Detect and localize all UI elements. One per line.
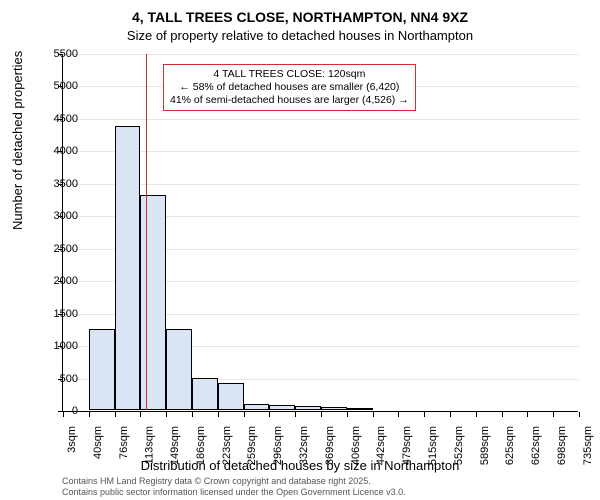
- footnote-line-1: Contains HM Land Registry data © Crown c…: [62, 476, 406, 487]
- ytick-label: 2000: [38, 275, 78, 287]
- xtick-mark: [424, 412, 425, 417]
- footnote: Contains HM Land Registry data © Crown c…: [62, 476, 406, 498]
- histogram-bar: [89, 329, 115, 410]
- xtick-mark: [166, 412, 167, 417]
- xtick-mark: [398, 412, 399, 417]
- histogram-bar: [192, 378, 218, 410]
- ytick-label: 0: [38, 405, 78, 417]
- annotation-box: 4 TALL TREES CLOSE: 120sqm← 58% of detac…: [163, 64, 416, 111]
- xtick-mark: [553, 412, 554, 417]
- ytick-label: 5000: [38, 80, 78, 92]
- reference-line: [146, 54, 147, 410]
- annotation-line: 41% of semi-detached houses are larger (…: [170, 94, 409, 107]
- y-axis-label: Number of detached properties: [10, 51, 25, 230]
- xtick-mark: [192, 412, 193, 417]
- histogram-bar: [140, 195, 166, 410]
- xtick-mark: [269, 412, 270, 417]
- histogram-bar: [166, 329, 192, 410]
- histogram-bar: [244, 404, 270, 410]
- histogram-bar: [321, 407, 347, 410]
- histogram-bar: [218, 383, 244, 410]
- ytick-label: 1000: [38, 340, 78, 352]
- xtick-mark: [115, 412, 116, 417]
- xtick-mark: [450, 412, 451, 417]
- xtick-mark: [89, 412, 90, 417]
- plot-area: 3sqm40sqm76sqm113sqm149sqm186sqm223sqm25…: [62, 54, 578, 412]
- xtick-mark: [502, 412, 503, 417]
- xtick-mark: [321, 412, 322, 417]
- xtick-mark: [373, 412, 374, 417]
- xtick-mark: [579, 412, 580, 417]
- xtick-label: 40sqm: [92, 426, 104, 459]
- xtick-mark: [527, 412, 528, 417]
- annotation-line: ← 58% of detached houses are smaller (6,…: [170, 81, 409, 94]
- chart-subtitle: Size of property relative to detached ho…: [0, 26, 600, 43]
- xtick-mark: [140, 412, 141, 417]
- ytick-label: 2500: [38, 243, 78, 255]
- xtick-mark: [347, 412, 348, 417]
- xtick-mark: [476, 412, 477, 417]
- annotation-line: 4 TALL TREES CLOSE: 120sqm: [170, 68, 409, 81]
- xtick-mark: [244, 412, 245, 417]
- histogram-bar: [115, 126, 141, 410]
- ytick-label: 5500: [38, 48, 78, 60]
- x-axis-label: Distribution of detached houses by size …: [0, 458, 600, 473]
- xtick-mark: [295, 412, 296, 417]
- footnote-line-2: Contains public sector information licen…: [62, 487, 406, 498]
- ytick-label: 4000: [38, 145, 78, 157]
- histogram-bar: [295, 406, 321, 410]
- histogram-bar: [269, 405, 295, 410]
- ytick-label: 4500: [38, 113, 78, 125]
- xtick-mark: [218, 412, 219, 417]
- xtick-label: 76sqm: [118, 426, 130, 459]
- ytick-label: 3500: [38, 178, 78, 190]
- chart-title: 4, TALL TREES CLOSE, NORTHAMPTON, NN4 9X…: [0, 0, 600, 26]
- ytick-label: 500: [38, 373, 78, 385]
- ytick-label: 1500: [38, 308, 78, 320]
- xtick-label: 3sqm: [66, 426, 78, 453]
- histogram-bar: [347, 408, 373, 410]
- ytick-label: 3000: [38, 210, 78, 222]
